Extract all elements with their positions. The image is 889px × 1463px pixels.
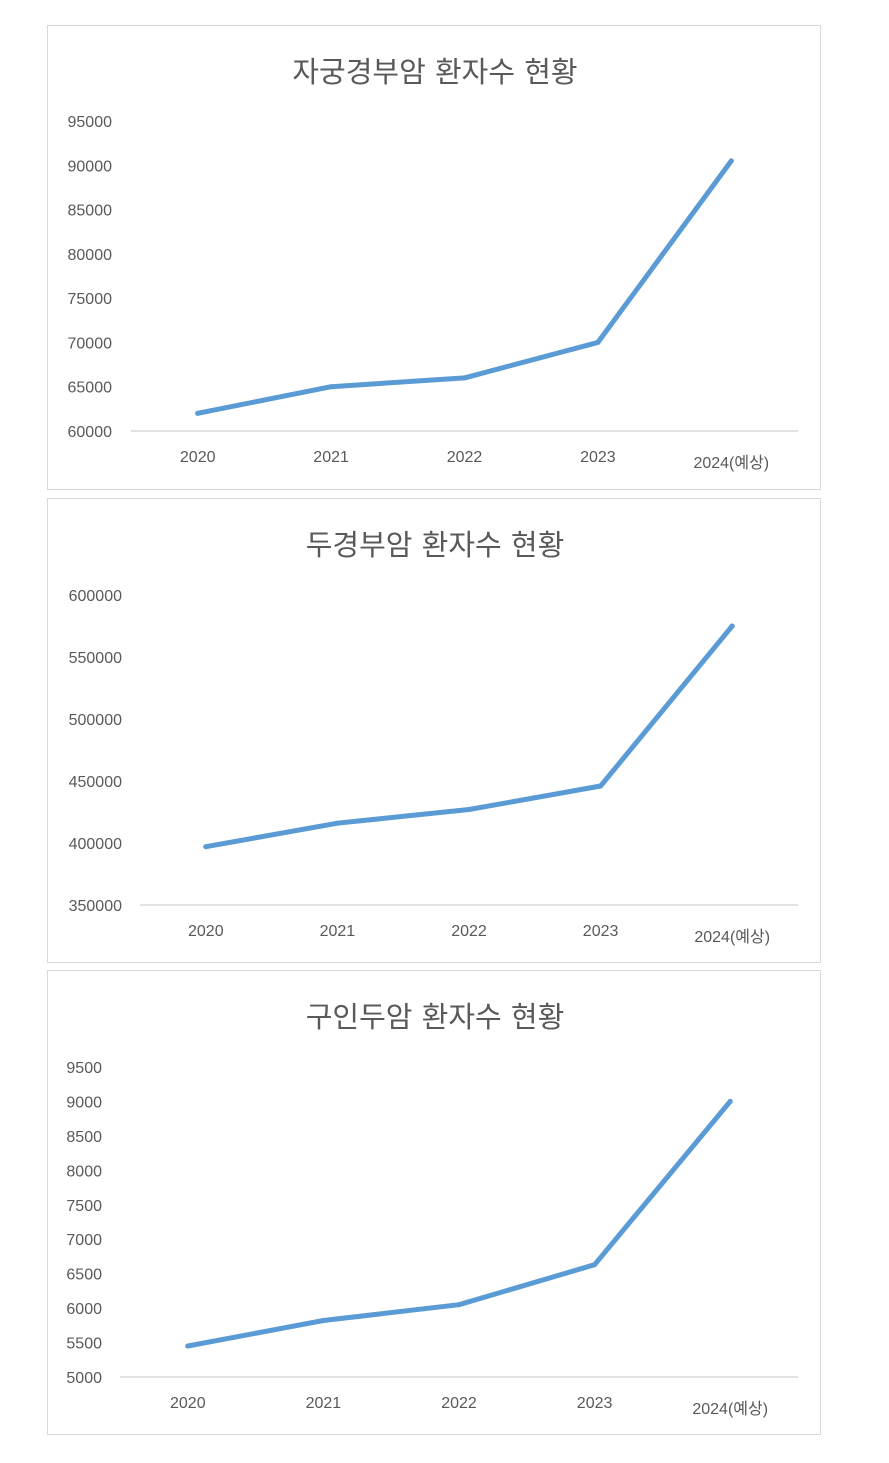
- y-tick-label: 9500: [66, 1060, 102, 1077]
- y-tick-label: 6000: [66, 1301, 102, 1318]
- y-tick-label: 5500: [66, 1336, 102, 1353]
- x-tick-label: 2023: [580, 449, 616, 466]
- data-point: [729, 623, 735, 629]
- chart-title-oropharyngeal-cancer: 구인두암 환자수 현황: [306, 1000, 565, 1034]
- data-point: [462, 375, 467, 381]
- data-point: [203, 844, 209, 850]
- series-line-head-neck-cancer: [203, 623, 735, 850]
- y-tick-label: 8000: [66, 1163, 102, 1180]
- x-tick-label: 2021: [313, 449, 349, 466]
- y-tick-label: 550000: [69, 650, 122, 667]
- data-point: [598, 783, 604, 789]
- data-point: [334, 820, 340, 826]
- y-tick-label: 350000: [69, 898, 122, 915]
- x-tick-label: 2024(예상): [694, 928, 770, 946]
- chart-panel-cervical-cancer: 자궁경부암 환자수 현황 60000 65000 70000 75000 80000 850…: [47, 25, 821, 490]
- data-point: [320, 1318, 326, 1323]
- y-tick-label: 500000: [69, 712, 122, 729]
- y-tick-label: 90000: [68, 158, 113, 175]
- x-tick-label: 2022: [447, 449, 483, 466]
- y-tick-label: 6500: [66, 1267, 102, 1284]
- chart-svg-oropharyngeal-cancer: 구인두암 환자수 현황 5000 5500 6000 6500 7000 7500 8000 8…: [66, 1000, 798, 1418]
- series-line-oropharyngeal-cancer: [185, 1098, 733, 1349]
- data-point: [728, 158, 734, 164]
- x-tick-label: 2020: [188, 923, 224, 940]
- chart-svg-cervical-cancer: 자궁경부암 환자수 현황 60000 65000 70000 75000 80000 850…: [68, 55, 798, 472]
- y-tick-label: 60000: [68, 424, 113, 441]
- y-tick-label: 400000: [69, 836, 122, 853]
- y-tick-label: 9000: [66, 1094, 102, 1111]
- chart-title-cervical-cancer: 자궁경부암 환자수 현황: [292, 55, 577, 89]
- data-point: [592, 1262, 598, 1268]
- chart-svg-head-neck-cancer: 두경부암 환자수 현황 350000 400000 450000 500000 55000…: [69, 528, 798, 946]
- data-point: [727, 1098, 733, 1104]
- x-tick-label: 2020: [170, 1395, 206, 1412]
- data-point: [185, 1343, 191, 1349]
- y-tick-label: 600000: [69, 588, 122, 605]
- data-point: [466, 807, 472, 812]
- y-tick-label: 65000: [68, 380, 113, 397]
- chart-panel-head-neck-cancer: 두경부암 환자수 현황 350000 400000 450000 500000 55000…: [47, 498, 821, 963]
- y-tick-label: 5000: [66, 1370, 102, 1387]
- x-tick-label: 2023: [583, 923, 619, 940]
- x-tick-label: 2020: [180, 449, 216, 466]
- y-tick-label: 8500: [66, 1129, 102, 1146]
- y-tick-label: 7000: [66, 1232, 102, 1249]
- y-tick-label: 80000: [68, 247, 113, 264]
- data-point: [195, 410, 201, 416]
- y-tick-label: 85000: [68, 203, 113, 220]
- y-tick-label: 7500: [66, 1198, 102, 1215]
- chart-panel-oropharyngeal-cancer: 구인두암 환자수 현황 5000 5500 6000 6500 7000 7500 8000 8…: [47, 970, 821, 1435]
- x-tick-label: 2022: [441, 1395, 477, 1412]
- x-tick-label: 2021: [306, 1395, 342, 1412]
- x-tick-label: 2021: [320, 923, 356, 940]
- data-point: [328, 384, 334, 390]
- x-tick-label: 2022: [451, 923, 487, 940]
- data-point: [456, 1302, 462, 1308]
- y-tick-label: 95000: [68, 114, 113, 131]
- y-tick-label: 70000: [68, 335, 113, 352]
- x-tick-label: 2024(예상): [692, 1400, 768, 1418]
- chart-title-head-neck-cancer: 두경부암 환자수 현황: [306, 528, 565, 562]
- y-tick-label: 75000: [68, 291, 113, 308]
- y-tick-label: 450000: [69, 774, 122, 791]
- x-tick-label: 2023: [577, 1395, 613, 1412]
- x-tick-label: 2024(예상): [693, 454, 769, 472]
- data-point: [595, 339, 601, 345]
